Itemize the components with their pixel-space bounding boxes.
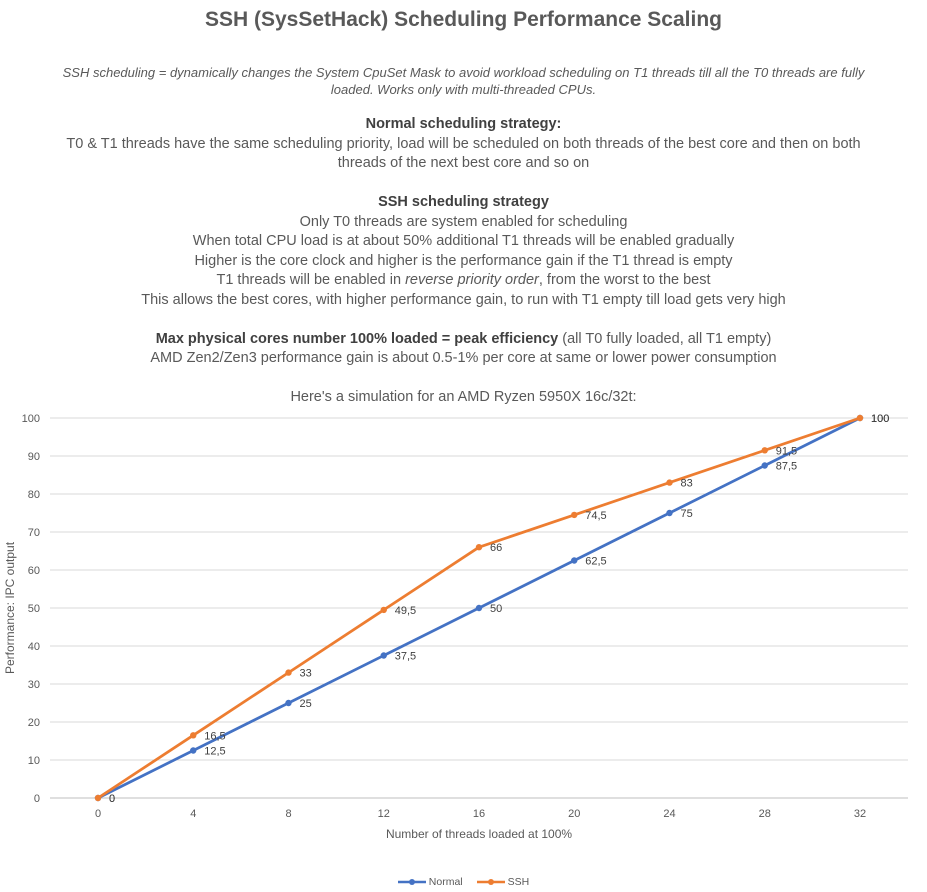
ssh-heading: SSH scheduling strategy — [378, 194, 549, 210]
series-lines — [94, 414, 864, 802]
data-point-normal — [761, 462, 768, 469]
legend-swatch-normal — [397, 879, 426, 885]
chart-notes: SSH scheduling = dynamically changes the… — [60, 64, 867, 408]
y-tick-label: 100 — [22, 413, 40, 425]
data-point-normal — [666, 509, 673, 517]
gridlines — [50, 417, 908, 799]
y-tick-label: 40 — [28, 641, 40, 653]
x-tick-label: 16 — [473, 808, 485, 820]
data-point-normal — [380, 652, 387, 659]
data-point-ssh — [285, 669, 292, 676]
x-tick-labels: 0 4 8 12 16 20 24 28 32 — [95, 808, 866, 820]
y-tick-label: 30 — [28, 679, 40, 691]
data-point-ssh — [190, 732, 197, 739]
data-point-ssh — [94, 794, 102, 802]
data-label-normal: 0 — [109, 793, 115, 805]
data-point-ssh — [380, 606, 387, 614]
peak-bold: Max physical cores number 100% loaded = … — [155, 330, 559, 347]
data-point-normal — [285, 699, 292, 707]
peak-efficiency-block: Max physical cores number 100% loaded = … — [60, 330, 867, 369]
peak-line: Max physical cores number 100% loaded = … — [60, 330, 867, 350]
legend-item-normal: Normal — [397, 876, 463, 888]
data-label-normal: 50 — [490, 603, 502, 615]
data-point-ssh — [761, 447, 768, 454]
x-tick-label: 8 — [285, 808, 291, 820]
data-label-ssh: 0 — [109, 793, 115, 805]
x-tick-label: 32 — [854, 808, 866, 820]
y-tick-label: 60 — [28, 565, 40, 577]
amd-line: AMD Zen2/Zen3 performance gain is about … — [150, 350, 777, 366]
y-tick-labels: 0 10 20 30 40 50 60 70 80 90 100 — [22, 413, 40, 805]
reverse-post: , from the worst to the best — [538, 272, 711, 288]
normal-text: T0 & T1 threads have the same scheduling… — [66, 135, 861, 172]
normal-heading: Normal scheduling strategy: — [365, 116, 562, 132]
data-label-ssh: 83 — [681, 478, 693, 490]
legend-swatch-ssh — [476, 879, 505, 885]
data-label-ssh: 91,5 — [776, 445, 797, 457]
y-tick-label: 0 — [34, 793, 40, 805]
data-label-ssh: 66 — [490, 542, 502, 554]
chart-legend: Normal SSH — [0, 876, 927, 888]
data-point-ssh — [571, 511, 578, 519]
x-tick-label: 28 — [759, 808, 771, 820]
x-axis-label: Number of threads loaded at 100% — [386, 827, 572, 841]
data-label-normal: 12,5 — [204, 746, 225, 758]
legend-label-normal: Normal — [428, 876, 463, 888]
ssh-line: Higher is the core clock and higher is t… — [194, 252, 733, 269]
data-label-ssh: 100 — [871, 413, 889, 425]
definition-label: SSH scheduling — [62, 65, 156, 80]
y-tick-label: 50 — [28, 603, 40, 615]
x-tick-label: 24 — [663, 808, 675, 820]
simulation-line: Here's a simulation for an AMD Ryzen 595… — [290, 389, 637, 405]
reverse-pre: T1 threads will be enabled in — [216, 272, 406, 288]
data-point-ssh — [475, 544, 483, 551]
y-tick-label: 10 — [28, 755, 40, 767]
data-label-ssh: 33 — [300, 668, 312, 680]
data-label-normal: 25 — [300, 698, 312, 710]
ssh-line: Only T0 threads are system enabled for s… — [299, 213, 628, 230]
definition-text: = dynamically changes the System CpuSet … — [155, 65, 865, 97]
ssh-definition: SSH scheduling = dynamically changes the… — [60, 64, 867, 98]
data-label-normal: 75 — [681, 508, 693, 520]
reverse-italic: reverse priority order — [405, 272, 539, 288]
data-label-ssh: 49,5 — [395, 605, 416, 617]
x-tick-label: 0 — [95, 808, 101, 820]
ssh-reverse-line: T1 threads will be enabled in reverse pr… — [60, 271, 867, 291]
chart-title: SSH (SysSetHack) Scheduling Performance … — [204, 8, 722, 31]
data-point-normal — [475, 604, 483, 612]
data-label-normal: 87,5 — [776, 461, 797, 473]
data-point-normal — [190, 747, 197, 754]
ssh-line: When total CPU load is at about 50% addi… — [192, 233, 735, 249]
y-tick-label: 70 — [28, 527, 40, 539]
x-tick-label: 20 — [568, 808, 580, 820]
x-tick-label: 12 — [378, 808, 390, 820]
y-tick-label: 80 — [28, 489, 40, 501]
data-point-normal — [571, 557, 578, 564]
data-point-ssh — [666, 479, 673, 486]
legend-item-ssh: SSH — [476, 876, 530, 888]
data-label-ssh: 16,5 — [204, 730, 225, 742]
data-label-normal: 100 — [871, 413, 889, 425]
y-tick-label: 20 — [28, 717, 40, 729]
data-labels: 012,52537,55062,57587,5100016,53349,5667… — [109, 413, 889, 805]
data-label-ssh: 74,5 — [585, 510, 606, 522]
data-label-normal: 62,5 — [585, 556, 606, 568]
data-label-normal: 37,5 — [395, 651, 416, 663]
y-tick-label: 90 — [28, 451, 40, 463]
data-point-ssh — [856, 414, 864, 422]
peak-text: (all T0 fully loaded, all T1 empty) — [558, 330, 772, 347]
ssh-last-line: This allows the best cores, with higher … — [141, 291, 786, 308]
normal-strategy-block: Normal scheduling strategy: T0 & T1 thre… — [60, 115, 867, 174]
legend-label-ssh: SSH — [507, 876, 530, 888]
x-tick-label: 4 — [190, 808, 196, 820]
ssh-strategy-block: SSH scheduling strategy Only T0 threads … — [60, 193, 867, 310]
y-axis-label: Performance: IPC output — [3, 541, 17, 674]
